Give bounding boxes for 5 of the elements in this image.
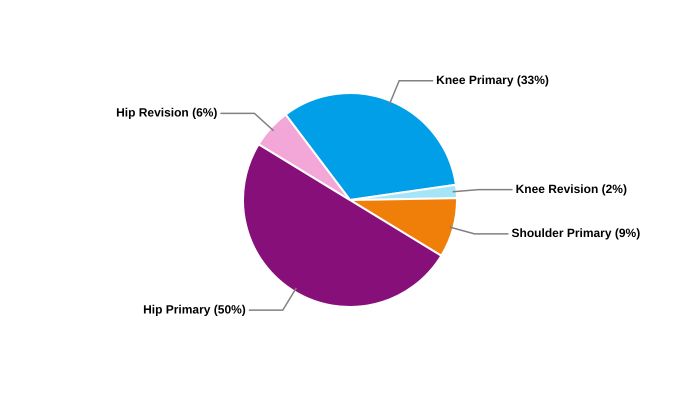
slice-label: Knee Revision (2%): [516, 182, 627, 196]
slice-label: Knee Primary (33%): [436, 73, 549, 88]
slice-label: Hip Revision (6%): [116, 106, 218, 120]
slice-label: Hip Primary (50%): [143, 302, 246, 316]
slice-label: Shoulder Primary (9%): [511, 226, 640, 240]
